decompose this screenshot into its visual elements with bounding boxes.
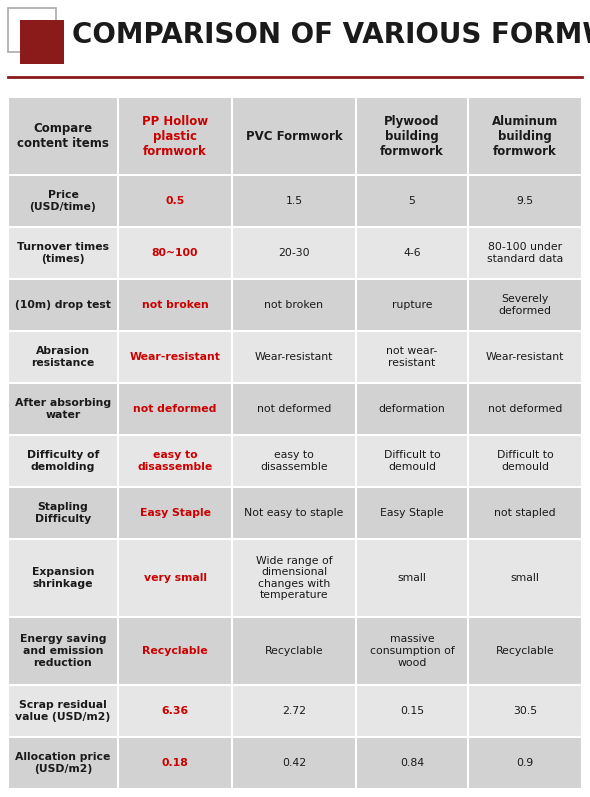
Text: Severely
deformed: Severely deformed (499, 294, 552, 316)
Text: Wide range of
dimensional
changes with
temperature: Wide range of dimensional changes with t… (255, 556, 332, 600)
Text: easy to
disassemble: easy to disassemble (137, 450, 212, 472)
Text: not deformed: not deformed (133, 404, 217, 414)
Text: small: small (398, 573, 427, 583)
Text: not deformed: not deformed (488, 404, 562, 414)
Text: Turnover times
(times): Turnover times (times) (17, 242, 109, 264)
Bar (8, 331, 582, 383)
Text: PP Hollow
plastic
formwork: PP Hollow plastic formwork (142, 115, 208, 158)
Text: PVC Formwork: PVC Formwork (245, 129, 342, 143)
Bar (8, 383, 582, 435)
Text: Price
(USD/time): Price (USD/time) (30, 190, 96, 212)
Text: Compare
content items: Compare content items (17, 122, 109, 150)
Text: Recyclable: Recyclable (142, 646, 208, 656)
Text: 0.15: 0.15 (400, 706, 424, 716)
Text: easy to
disassemble: easy to disassemble (260, 450, 328, 472)
Text: not wear-
resistant: not wear- resistant (386, 346, 438, 367)
Text: Allocation price
(USD/m2): Allocation price (USD/m2) (15, 752, 111, 774)
Bar (8, 737, 582, 789)
Text: Recyclable: Recyclable (496, 646, 555, 656)
Text: 0.5: 0.5 (165, 196, 185, 206)
Text: 80~100: 80~100 (152, 248, 198, 258)
Text: Aluminum
building
formwork: Aluminum building formwork (492, 115, 558, 158)
Bar (8, 685, 582, 737)
Text: Recyclable: Recyclable (265, 646, 323, 656)
Text: Expansion
shrinkage: Expansion shrinkage (32, 567, 94, 589)
Text: Easy Staple: Easy Staple (139, 508, 211, 518)
Bar (8, 227, 582, 279)
Text: 0.18: 0.18 (162, 758, 188, 768)
Text: Stapling
Difficulty: Stapling Difficulty (35, 502, 91, 524)
Text: 2.72: 2.72 (282, 706, 306, 716)
Text: 4-6: 4-6 (403, 248, 421, 258)
Text: COMPARISON OF VARIOUS FORMWORK: COMPARISON OF VARIOUS FORMWORK (72, 21, 590, 49)
Bar (8, 487, 582, 539)
Text: Wear-resistant: Wear-resistant (255, 352, 333, 362)
Text: Wear-resistant: Wear-resistant (486, 352, 564, 362)
Text: 30.5: 30.5 (513, 706, 537, 716)
Text: Not easy to staple: Not easy to staple (244, 508, 344, 518)
Bar (8, 435, 582, 487)
Text: Energy saving
and emission
reduction: Energy saving and emission reduction (19, 634, 106, 668)
Text: 20-30: 20-30 (278, 248, 310, 258)
Text: 80-100 under
standard data: 80-100 under standard data (487, 242, 563, 264)
Bar (20, 20, 64, 64)
Text: 0.9: 0.9 (516, 758, 533, 768)
Text: small: small (510, 573, 539, 583)
Bar (8, 279, 582, 331)
Text: Wear-resistant: Wear-resistant (130, 352, 221, 362)
Text: 9.5: 9.5 (516, 196, 533, 206)
Text: Difficult to
demould: Difficult to demould (497, 450, 553, 472)
Text: 5: 5 (408, 196, 415, 206)
Text: Abrasion
resistance: Abrasion resistance (31, 346, 94, 367)
Text: (10m) drop test: (10m) drop test (15, 300, 111, 310)
Text: Easy Staple: Easy Staple (380, 508, 444, 518)
Text: Difficulty of
demolding: Difficulty of demolding (27, 450, 99, 472)
Text: 0.84: 0.84 (400, 758, 424, 768)
Text: Plywood
building
formwork: Plywood building formwork (380, 115, 444, 158)
Text: not broken: not broken (264, 300, 323, 310)
Text: not stapled: not stapled (494, 508, 556, 518)
Text: deformation: deformation (379, 404, 445, 414)
Bar (8, 617, 582, 685)
Text: 1.5: 1.5 (286, 196, 303, 206)
Bar (8, 539, 582, 617)
Bar (8, 175, 582, 227)
Bar (8, 97, 582, 175)
Text: After absorbing
water: After absorbing water (15, 398, 111, 420)
Text: massive
consumption of
wood: massive consumption of wood (369, 634, 454, 668)
Text: Scrap residual
value (USD/m2): Scrap residual value (USD/m2) (15, 701, 111, 722)
Text: not deformed: not deformed (257, 404, 331, 414)
Bar (8, 8, 56, 52)
Text: 0.42: 0.42 (282, 758, 306, 768)
Text: rupture: rupture (392, 300, 432, 310)
Text: 6.36: 6.36 (162, 706, 189, 716)
Text: very small: very small (143, 573, 206, 583)
Text: Difficult to
demould: Difficult to demould (384, 450, 440, 472)
Text: not broken: not broken (142, 300, 208, 310)
